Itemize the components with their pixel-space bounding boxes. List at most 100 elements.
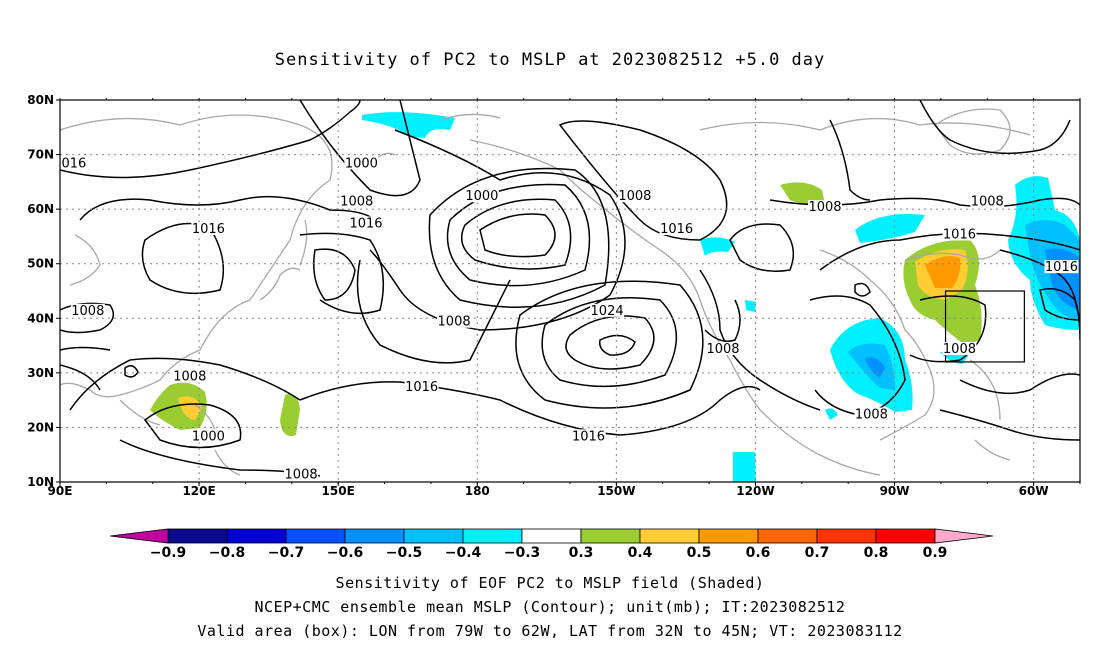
colorbar-low-arrow [109, 528, 169, 544]
colorbar-swatch [344, 528, 405, 544]
contour-label: 1016 [572, 429, 605, 444]
axis-ticks [56, 98, 1081, 486]
contour-label-bg [70, 303, 105, 317]
contour-label: 1016 [349, 217, 382, 232]
colorbar-label: 0.6 [746, 545, 771, 561]
contour-label-bg [437, 314, 472, 328]
lon-label: 120E [182, 484, 215, 498]
contour-label-bg [404, 380, 439, 394]
lon-label: 150W [597, 484, 635, 498]
colorbar-high-arrow [934, 528, 994, 544]
longitude-labels: 90E 120E 150E 180 150W 120W 90W 60W [48, 484, 1049, 498]
contour-label-bg [464, 189, 499, 203]
colorbar-label: 0.7 [805, 545, 830, 561]
colorbar-swatch [167, 528, 228, 544]
lat-label: 80N [27, 93, 54, 107]
colorbar-swatch [462, 528, 523, 544]
contour-label-bg [571, 429, 606, 443]
contour-label-bg [808, 200, 842, 214]
colorbar-label: 0.4 [628, 545, 653, 561]
lon-label: 180 [465, 484, 490, 498]
colorbar-swatch [639, 528, 700, 544]
footer-line-2: NCEP+CMC ensemble mean MSLP (Contour); u… [254, 598, 846, 616]
contour-label: 1000 [345, 156, 378, 171]
contour-label: 1016 [1045, 260, 1078, 275]
contour-label: 1016 [405, 380, 438, 395]
contour-label-bg [854, 407, 889, 421]
contour-label-bg [284, 467, 319, 481]
contour-label-bg [172, 369, 207, 383]
contour-label: 1008 [855, 408, 888, 423]
footer-line-1: Sensitivity of EOF PC2 to MSLP field (Sh… [335, 574, 765, 592]
lat-label: 10N [27, 475, 54, 489]
contour-label: 1024 [591, 304, 624, 319]
lat-label: 40N [27, 311, 54, 325]
lat-label: 50N [27, 257, 54, 271]
contour-label: 1008 [706, 342, 739, 357]
contour-label: 1008 [71, 304, 104, 319]
contour-label: 1008 [808, 200, 841, 215]
colorbar-swatch [403, 528, 464, 544]
lon-label: 120W [736, 484, 774, 498]
contour-label-bg [617, 189, 652, 203]
lon-label: 90W [880, 484, 910, 498]
contour-label: 1008 [618, 189, 651, 204]
colorbar-label: 0.9 [923, 545, 948, 561]
colorbar-swatch [816, 528, 877, 544]
contour-label: 1000 [465, 189, 498, 204]
colorbar-label: 0.8 [864, 545, 889, 561]
contour-label: 1008 [340, 195, 373, 210]
colorbar-label: −0.7 [268, 545, 305, 561]
contour-label-bg [659, 221, 694, 235]
contour-label-bg [344, 156, 379, 170]
contour-label-bg [1044, 260, 1079, 274]
contour-label: 1008 [438, 315, 471, 330]
colorbar-swatch [698, 528, 759, 544]
lat-label: 30N [27, 366, 54, 380]
colorbar-label: 0.3 [569, 545, 594, 561]
latitude-labels: 80N 70N 60N 50N 40N 30N 20N 10N [27, 93, 54, 489]
contour-label: 016 [61, 156, 86, 171]
colorbar-label: −0.8 [209, 545, 246, 561]
contour-label-bg [60, 156, 87, 170]
contour-label: 1008 [971, 195, 1004, 210]
colorbar-swatch [521, 528, 582, 544]
colorbar-swatch [226, 528, 287, 544]
lat-label: 60N [27, 202, 54, 216]
colorbar-swatch [875, 528, 936, 544]
footer-line-3: Valid area (box): LON from 79W to 62W, L… [197, 622, 903, 640]
contour-labels: 1000 1008 1016 1016 1000 1008 1016 1008 1008 1016… [60, 156, 1079, 483]
contour-label-bg [970, 194, 1005, 208]
lon-label: 90E [48, 484, 73, 498]
contour-label: 1016 [192, 222, 225, 237]
contour-label: 1008 [943, 342, 976, 357]
valid-area-box [944, 290, 1025, 363]
contour-label: 1000 [192, 429, 225, 444]
colorbar-labels: −0.9 −0.8 −0.7 −0.6 −0.5 −0.4 −0.3 0.3 0.4 0.5 0.6… [150, 545, 948, 561]
lon-label: 150E [322, 484, 355, 498]
lat-label: 70N [27, 148, 54, 162]
contour-label: 1008 [285, 468, 318, 483]
colorbar-swatch [285, 528, 346, 544]
contour-label-bg [191, 221, 226, 235]
lon-label: 60W [1019, 484, 1049, 498]
contour-label-bg [942, 227, 977, 241]
mslp-contours [60, 100, 1080, 477]
colorbar-label: −0.3 [504, 545, 541, 561]
contour-label-bg [191, 429, 226, 443]
lat-label: 20N [27, 420, 54, 434]
colorbar-label: −0.4 [445, 545, 482, 561]
contour-label-bg [706, 342, 740, 356]
colorbar-label: −0.6 [327, 545, 364, 561]
contour-label: 1016 [660, 222, 693, 237]
contour-label-bg [349, 216, 383, 230]
contour-label-bg [590, 303, 625, 317]
contour-label: 1016 [943, 227, 976, 242]
grid-lines [60, 100, 1080, 482]
contour-label-bg [942, 342, 977, 356]
colorbar-label: 0.5 [687, 545, 712, 561]
colorbar-label: −0.9 [150, 545, 187, 561]
contour-label-bg [339, 194, 374, 208]
colorbar-swatch [757, 528, 818, 544]
